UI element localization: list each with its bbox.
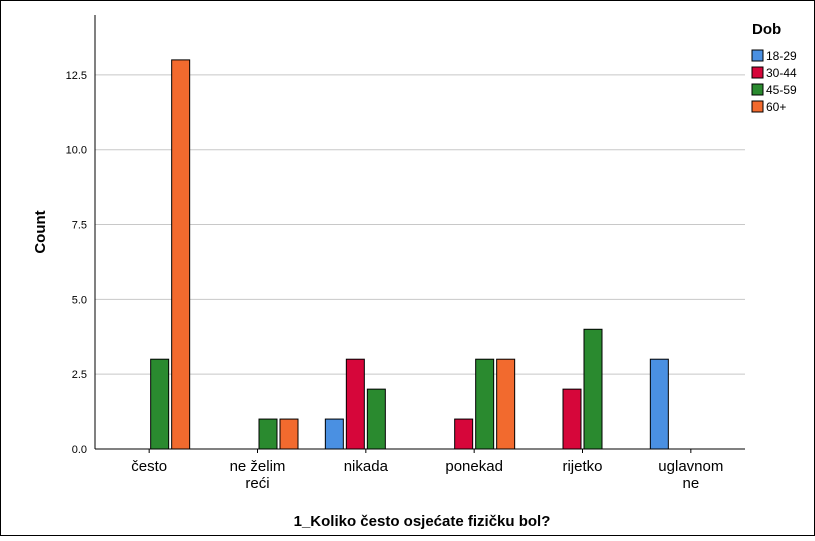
bar-30-44-nikada: [345, 358, 365, 450]
y-tick-label: 12.5: [66, 70, 87, 82]
x-tick-label: ponekad: [445, 458, 503, 475]
y-tick-label: 2.5: [72, 369, 87, 381]
bar-45-59-ne-želim-reći: [258, 418, 278, 450]
bar-18-29-uglavnom-ne: [649, 358, 669, 450]
bar-60+-ne-želim-reći: [279, 418, 299, 450]
legend: Dob 18-29 30-44 45-59 60+: [751, 21, 797, 114]
bar-30-44-rijetko: [562, 388, 582, 450]
y-tick-labels: 0.0 2.5 5.0 7.5 10.0 12.5: [66, 70, 87, 456]
x-tick-label: često: [131, 458, 167, 475]
legend-label-30-44: 30-44: [766, 66, 797, 80]
legend-swatch-30-44: [751, 66, 764, 79]
legend-label-45-59: 45-59: [766, 83, 797, 97]
y-tick-label: 0.0: [72, 444, 87, 456]
x-tick-label: ne želim: [230, 458, 286, 475]
bar-18-29-nikada: [324, 418, 344, 450]
bar-45-59-ponekad: [475, 358, 495, 450]
x-tick-label: nikada: [344, 458, 389, 475]
y-tick-label: 7.5: [72, 220, 87, 232]
x-tick-label: rijetko: [562, 458, 602, 475]
legend-title: Dob: [752, 21, 781, 38]
x-tick-label: ne: [682, 475, 699, 492]
legend-swatch-60+: [751, 100, 764, 113]
y-tick-label: 10.0: [66, 145, 87, 157]
x-tick-label: uglavnom: [658, 458, 723, 475]
legend-label-18-29: 18-29: [766, 49, 797, 63]
y-tick-label: 5.0: [72, 294, 87, 306]
x-tick-label: reći: [245, 475, 269, 492]
y-axis-label: Count: [32, 210, 49, 253]
bar-30-44-ponekad: [454, 418, 474, 450]
bars: [150, 59, 669, 450]
legend-swatch-18-29: [751, 49, 764, 62]
legend-swatch-45-59: [751, 83, 764, 96]
x-axis-label: 1_Koliko često osjećate fizičku bol?: [294, 513, 551, 530]
bar-60+-ponekad: [496, 358, 516, 450]
grid-lines: [95, 74, 745, 450]
bar-45-59-rijetko: [583, 328, 603, 450]
bar-60+-često: [171, 59, 191, 450]
bar-45-59-često: [150, 358, 170, 450]
bar-45-59-nikada: [366, 388, 386, 450]
legend-label-60+: 60+: [766, 100, 786, 114]
